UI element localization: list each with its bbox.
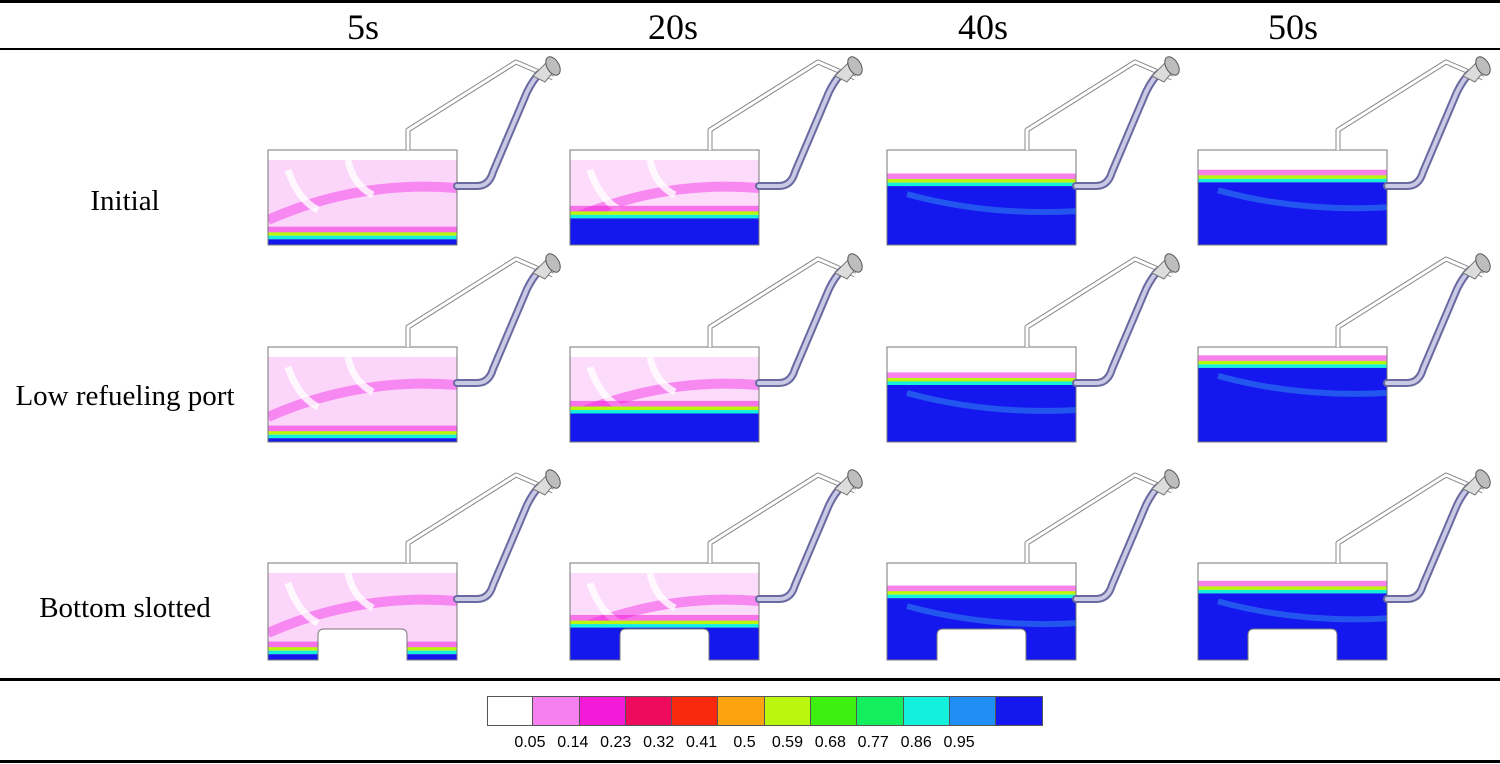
simulation-panel <box>569 469 863 661</box>
legend-swatch <box>811 696 858 726</box>
row-label-initial: Initial <box>90 185 160 217</box>
simulation-panel <box>569 56 863 246</box>
simulation-panel <box>267 56 561 246</box>
legend-value: 0.68 <box>814 734 846 751</box>
legend-swatch <box>949 696 997 726</box>
legend-swatch <box>996 696 1043 726</box>
simulation-panel <box>886 56 1180 246</box>
column-header-50s: 50s <box>1267 7 1318 47</box>
legend-value: 0.59 <box>771 734 803 751</box>
simulation-panel <box>1197 253 1491 443</box>
legend-swatch <box>672 696 719 726</box>
row-label-bottom-slotted: Bottom slotted <box>39 592 211 624</box>
legend-value: 0.77 <box>857 734 889 751</box>
legend-value: 0.23 <box>600 734 632 751</box>
simulation-panel <box>886 253 1180 443</box>
legend-value: 0.5 <box>733 734 756 751</box>
legend-swatch <box>764 696 812 726</box>
simulation-panel <box>569 253 863 443</box>
simulation-panel <box>1197 56 1491 246</box>
legend-swatch <box>579 696 626 726</box>
legend-value: 0.32 <box>643 734 675 751</box>
top-rule <box>0 0 1500 3</box>
legend-swatch <box>903 696 950 726</box>
legend-swatch <box>718 696 765 726</box>
column-header-40s: 40s <box>957 7 1008 47</box>
column-header-5s: 5s <box>346 7 379 47</box>
legend-value: 0.95 <box>943 734 975 751</box>
footer-rule <box>0 760 1500 763</box>
legend-labels: 0.05 0.14 0.23 0.32 0.41 0.5 0.59 0.68 0.77 0.86 0… <box>487 734 1002 756</box>
row-label-low-refueling-port: Low refueling port <box>15 380 235 412</box>
column-header-20s: 20s <box>647 7 698 47</box>
color-legend <box>487 696 1043 726</box>
legend-value: 0.05 <box>514 734 546 751</box>
header-rule <box>0 48 1500 50</box>
simulation-panel <box>267 253 561 443</box>
legend-swatch <box>857 696 904 726</box>
simulation-panel <box>886 469 1180 661</box>
simulation-panel <box>1197 469 1491 661</box>
legend-value: 0.41 <box>686 734 718 751</box>
legend-value: 0.86 <box>900 734 932 751</box>
legend-value: 0.14 <box>557 734 589 751</box>
legend-swatch <box>533 696 580 726</box>
bottom-table-rule <box>0 678 1500 681</box>
legend-swatch <box>487 696 534 726</box>
legend-swatch <box>625 696 673 726</box>
